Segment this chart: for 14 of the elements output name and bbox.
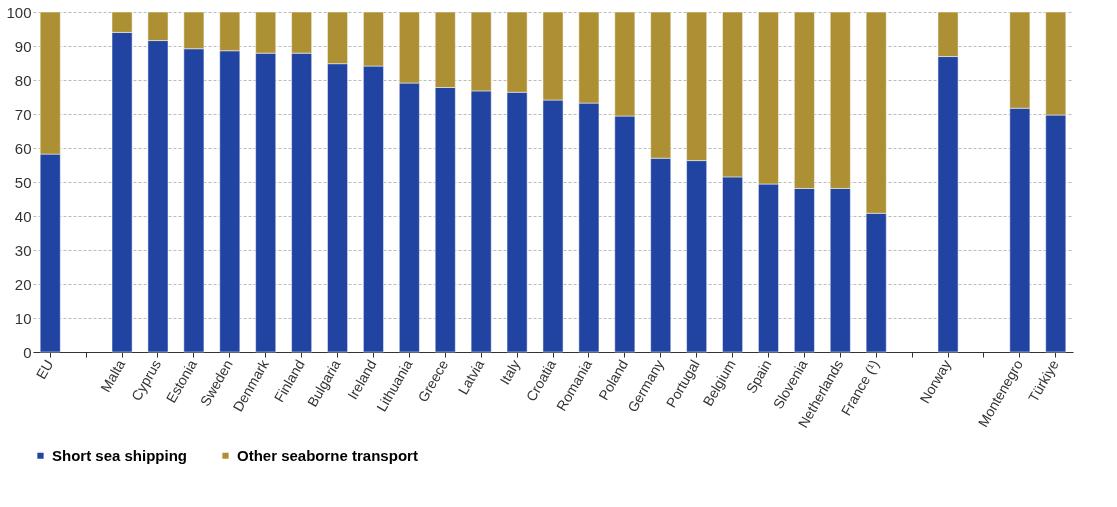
y-tick-label: 40 <box>14 207 32 225</box>
y-tick-label: 80 <box>14 71 32 89</box>
y-tick-label: 0 <box>23 343 32 361</box>
y-tick-label: 30 <box>14 241 32 259</box>
y-tick-label: 50 <box>14 173 32 191</box>
y-tick-label: 100 <box>6 3 32 21</box>
y-tick-label: 60 <box>14 139 32 157</box>
y-tick-label: 70 <box>14 105 32 123</box>
y-tick-label: 90 <box>14 37 32 55</box>
legend-label: Other seaborne transport <box>237 446 418 464</box>
legend-label: Short sea shipping <box>52 446 188 464</box>
x-tick-label: EU <box>32 357 57 382</box>
y-tick-label: 20 <box>14 275 32 293</box>
y-tick-label: 10 <box>14 309 32 327</box>
